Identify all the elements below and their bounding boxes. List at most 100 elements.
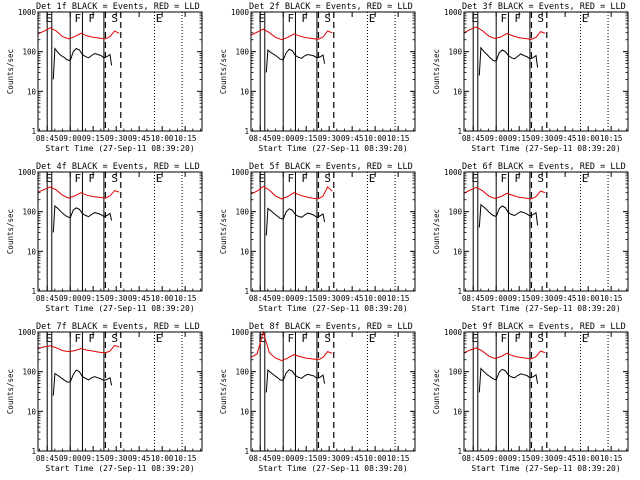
x-tick-label: 09:00 [272,134,295,143]
x-axis-label: Start Time (27-Sep-11 08:39:20) [45,144,194,153]
region-label: E [471,172,478,185]
region-label: E [258,172,265,185]
series-lld [463,347,546,360]
time-markers [259,12,396,131]
y-tick-label: 10 [27,87,37,96]
region-label: S [111,332,118,345]
region-label: F [301,12,308,25]
x-tick-label: 10:15 [174,134,197,143]
x-tick-label: 09:45 [554,454,577,463]
x-tick-label: 10:15 [600,454,623,463]
region-label: F [88,332,95,345]
x-tick-label: 10:15 [387,134,410,143]
series-lld [37,344,120,354]
x-tick-label: 10:00 [364,454,387,463]
panel-title: Det 7f BLACK = Events, RED = LLD [36,322,200,332]
region-label: E [471,332,478,345]
region-label: E [369,332,376,345]
x-tick-label: 09:45 [128,134,151,143]
x-tick-label: 09:30 [318,454,341,463]
x-tick-label: 08:45 [462,294,485,303]
x-tick-label: 08:45 [249,294,272,303]
x-tick-label: 09:00 [485,454,508,463]
panel-title: Det 3f BLACK = Events, RED = LLD [462,2,626,12]
x-axis-label: Start Time (27-Sep-11 08:39:20) [471,304,620,313]
region-label: E [582,12,589,25]
x-axis-label: Start Time (27-Sep-11 08:39:20) [258,144,407,153]
x-axis-label: Start Time (27-Sep-11 08:39:20) [471,144,620,153]
y-tick-label: 100 [235,48,249,57]
x-tick-label: 10:00 [577,454,600,463]
x-tick-label: 09:30 [105,294,128,303]
y-axis-label: Counts/sec [432,209,441,254]
x-tick-label: 10:00 [577,294,600,303]
region-label: E [156,332,163,345]
y-tick-label: 100 [448,208,462,217]
region-label: F [501,172,508,185]
x-tick-label: 09:45 [554,134,577,143]
y-axis-label: Counts/sec [6,209,15,254]
plot-frame [463,331,629,452]
y-axis-label: Counts/sec [6,369,15,414]
y-tick-label: 1000 [444,8,463,17]
y-tick-label: 1 [457,287,462,296]
x-tick-label: 09:15 [82,454,105,463]
x-tick-label: 10:15 [387,454,410,463]
time-markers [46,12,183,131]
region-label: S [537,12,544,25]
panel-title: Det 5f BLACK = Events, RED = LLD [249,162,413,172]
x-tick-label: 09:30 [531,294,554,303]
x-axis-label: Start Time (27-Sep-11 08:39:20) [471,464,620,473]
x-tick-label: 09:15 [295,294,318,303]
panel-title: Det 1f BLACK = Events, RED = LLD [36,2,200,12]
x-tick-label: 08:45 [249,454,272,463]
x-tick-label: 09:15 [508,134,531,143]
time-markers [472,332,609,451]
x-tick-label: 09:45 [341,294,364,303]
x-tick-label: 10:15 [174,454,197,463]
region-label: S [111,12,118,25]
series-events [265,368,326,393]
series-events [52,369,113,396]
region-label: S [111,172,118,185]
y-tick-label: 100 [22,368,36,377]
time-markers [259,332,396,451]
y-tick-label: 100 [235,208,249,217]
region-label: E [258,12,265,25]
plot-frame [463,171,629,292]
y-tick-label: 10 [240,407,250,416]
y-tick-label: 1 [31,287,36,296]
region-label: F [514,172,521,185]
region-label: S [324,12,331,25]
time-markers [259,172,396,291]
time-markers [46,172,183,291]
y-tick-label: 1 [457,447,462,456]
x-tick-label: 09:00 [59,454,82,463]
y-tick-label: 10 [27,407,37,416]
x-tick-label: 10:15 [600,294,623,303]
x-tick-label: 09:45 [341,134,364,143]
x-tick-label: 09:00 [272,294,295,303]
x-tick-label: 08:45 [36,454,59,463]
x-tick-label: 09:15 [295,134,318,143]
y-tick-label: 1 [31,447,36,456]
x-tick-label: 09:15 [508,294,531,303]
series-lld [250,185,333,200]
y-tick-label: 1 [244,127,249,136]
panel-title: Det 9f BLACK = Events, RED = LLD [462,322,626,332]
y-tick-label: 1000 [444,328,463,337]
series-lld [37,27,120,40]
region-label: F [301,172,308,185]
x-tick-label: 09:00 [485,294,508,303]
panel-title: Det 4f BLACK = Events, RED = LLD [36,162,200,172]
region-label: F [514,12,521,25]
plot-frame [37,11,203,132]
y-tick-label: 1000 [444,168,463,177]
x-tick-label: 10:15 [387,294,410,303]
region-label: E [369,172,376,185]
x-tick-label: 10:00 [151,294,174,303]
